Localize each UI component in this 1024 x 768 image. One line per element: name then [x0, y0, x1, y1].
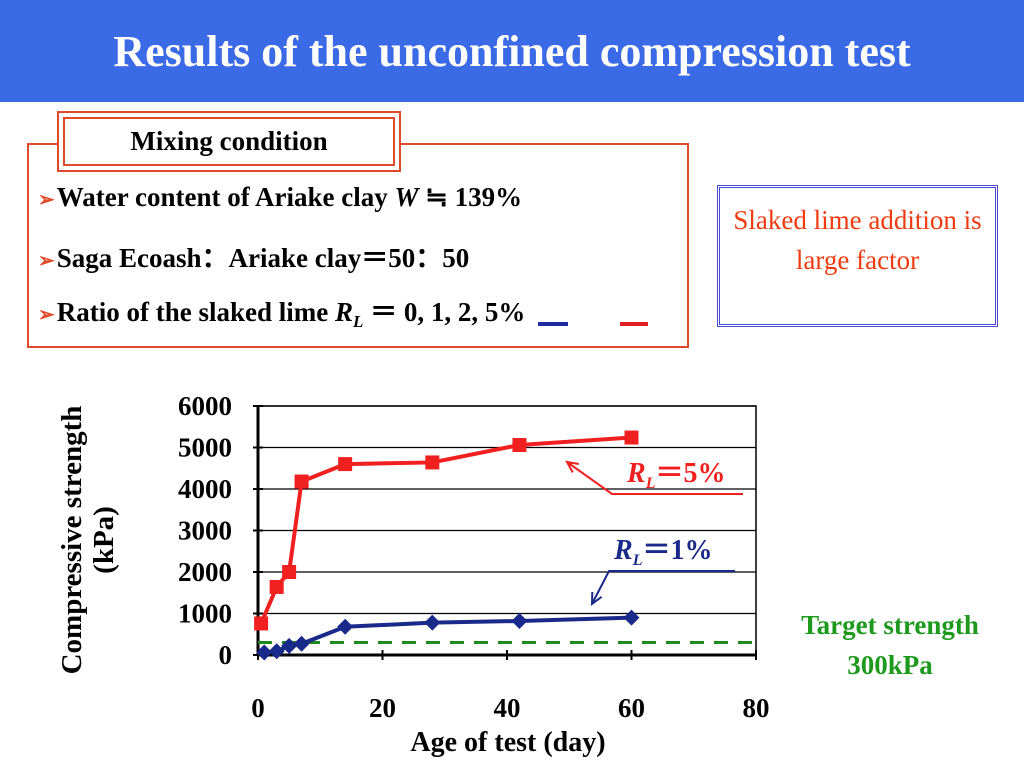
series-pointer-line	[591, 570, 735, 605]
bullet-1-var: W	[394, 182, 419, 212]
bullet-lime-ratio: ➢Ratio of the slaked lime RL ＝ 0, 1, 2, …	[38, 290, 525, 332]
bullet-3-values: ＝ 0, 1, 2, 5%	[363, 297, 526, 327]
data-point-diamond	[256, 644, 273, 661]
slide-title: Results of the unconfined compression te…	[113, 27, 911, 76]
series-label: RL＝5%	[626, 458, 725, 492]
y-tick-label: 5000	[178, 433, 232, 463]
x-tick-label: 20	[369, 693, 396, 723]
bullet-mix-ratio: ➢Saga Ecoash：Ariake clay＝50：50	[38, 236, 469, 275]
data-point-diamond	[293, 635, 310, 652]
bullet-2-text: Saga Ecoash：Ariake clay＝50：50	[56, 243, 470, 273]
bullet-water-content: ➢Water content of Ariake clay W ≒ 139%	[38, 182, 522, 213]
data-point-square	[282, 565, 297, 579]
series-label-value: ＝1%	[642, 535, 712, 566]
mixing-condition-label: Mixing condition	[63, 117, 395, 166]
data-point-diamond	[337, 618, 354, 635]
pointer-arrow-icon	[590, 591, 603, 607]
series-label-var: R	[626, 458, 646, 489]
y-tick-label: 6000	[178, 391, 232, 421]
data-point-square	[294, 474, 309, 489]
x-tick-label: 0	[251, 693, 265, 723]
target-strength-note: Target strength 300kPa	[770, 605, 1010, 685]
target-strength-line1: Target strength	[801, 610, 979, 640]
underline-rl1	[538, 322, 568, 326]
series-label-value: ＝5%	[655, 458, 725, 489]
y-tick-label: 4000	[178, 474, 232, 504]
underline-rl5	[620, 322, 648, 326]
data-point-square	[269, 579, 284, 594]
data-point-diamond	[623, 609, 640, 626]
series-label-sub: L	[632, 552, 643, 569]
series-line	[264, 615, 632, 655]
mixing-condition-label-frame: Mixing condition	[57, 111, 401, 172]
bullet-1-value: ≒ 139%	[418, 182, 523, 212]
data-point-diamond	[268, 643, 285, 660]
data-point-square	[425, 455, 440, 470]
data-point-square	[624, 430, 639, 445]
pointer-arrow-icon	[565, 460, 579, 473]
data-point-diamond	[281, 637, 298, 654]
bullet-arrow-icon: ➢	[38, 304, 55, 326]
series-label-sub: L	[645, 475, 656, 492]
bullet-3-sub: L	[353, 312, 364, 331]
series-label: RL＝1%	[613, 535, 712, 569]
data-point-square	[338, 457, 353, 472]
series-label-var: R	[613, 535, 633, 566]
data-point-square	[254, 616, 269, 631]
bullet-3-var: R	[335, 297, 354, 327]
data-point-diamond	[424, 614, 441, 631]
x-axis-label: Age of test (day)	[410, 727, 606, 758]
x-tick-label: 60	[618, 693, 645, 723]
y-tick-label: 0	[219, 640, 233, 670]
data-point-square	[512, 438, 527, 453]
target-strength-line2: 300kPa	[847, 650, 933, 680]
slaked-lime-note: Slaked lime addition is large factor	[733, 205, 982, 275]
x-tick-label: 80	[743, 693, 770, 723]
slaked-lime-note-box: Slaked lime addition is large factor	[717, 185, 998, 327]
bullet-3-text: Ratio of the slaked lime	[56, 297, 335, 327]
y-tick-label: 2000	[178, 557, 232, 587]
y-tick-label: 3000	[178, 516, 232, 546]
bullet-1-text: Water content of Ariake clay	[56, 182, 395, 212]
data-point-diamond	[511, 612, 528, 629]
x-tick-label: 40	[494, 693, 521, 723]
y-tick-label: 1000	[178, 599, 232, 629]
series-pointer-line	[566, 461, 743, 495]
title-bar	[0, 0, 1024, 102]
bullet-arrow-icon: ➢	[38, 250, 55, 272]
bullet-arrow-icon: ➢	[38, 189, 55, 211]
